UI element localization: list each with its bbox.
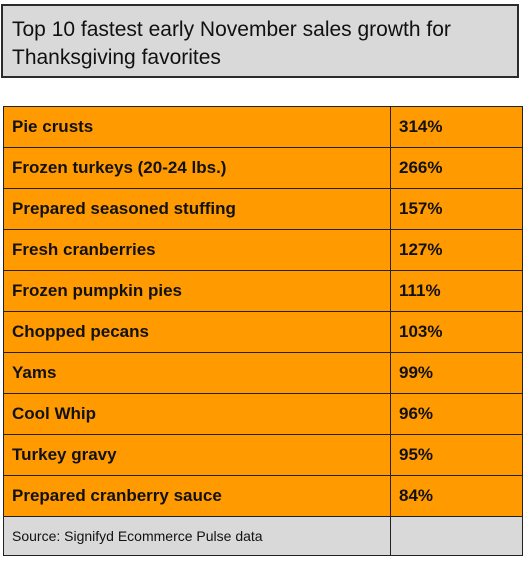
growth-cell: 127% [390, 229, 523, 271]
table-row: Yams 99% [3, 352, 523, 394]
growth-cell: 266% [390, 147, 523, 189]
item-cell: Turkey gravy [3, 434, 391, 476]
item-cell: Chopped pecans [3, 311, 391, 353]
chart-title: Top 10 fastest early November sales grow… [1, 4, 519, 78]
source-note: Source: Signifyd Ecommerce Pulse data [3, 516, 391, 556]
growth-cell: 95% [390, 434, 523, 476]
table-row: Turkey gravy 95% [3, 434, 523, 476]
table-body: Pie crusts 314% Frozen turkeys (20-24 lbs.… [3, 106, 523, 556]
item-cell: Prepared seasoned stuffing [3, 188, 391, 230]
growth-cell: 84% [390, 475, 523, 517]
growth-cell: 96% [390, 393, 523, 435]
table-row: Pie crusts 314% [3, 106, 523, 148]
item-cell: Cool Whip [3, 393, 391, 435]
growth-cell: 103% [390, 311, 523, 353]
item-cell: Pie crusts [3, 106, 391, 148]
table-row: Chopped pecans 103% [3, 311, 523, 353]
item-cell: Prepared cranberry sauce [3, 475, 391, 517]
source-row: Source: Signifyd Ecommerce Pulse data [3, 516, 523, 556]
table-row: Prepared seasoned stuffing 157% [3, 188, 523, 230]
sales-growth-table: Pie crusts 314% Frozen turkeys (20-24 lbs.… [3, 106, 523, 556]
item-cell: Frozen pumpkin pies [3, 270, 391, 312]
table-row: Frozen turkeys (20-24 lbs.) 266% [3, 147, 523, 189]
growth-cell: 111% [390, 270, 523, 312]
table-row: Cool Whip 96% [3, 393, 523, 435]
table-row: Fresh cranberries 127% [3, 229, 523, 271]
source-empty-cell [390, 516, 523, 556]
item-cell: Yams [3, 352, 391, 394]
growth-cell: 99% [390, 352, 523, 394]
growth-cell: 314% [390, 106, 523, 148]
item-cell: Fresh cranberries [3, 229, 391, 271]
table-row: Prepared cranberry sauce 84% [3, 475, 523, 517]
table-row: Frozen pumpkin pies 111% [3, 270, 523, 312]
item-cell: Frozen turkeys (20-24 lbs.) [3, 147, 391, 189]
growth-cell: 157% [390, 188, 523, 230]
